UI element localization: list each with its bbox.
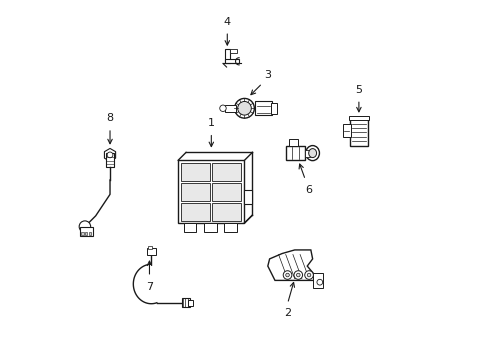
Bar xyxy=(285,146,305,160)
Bar xyxy=(312,273,323,288)
Text: 5: 5 xyxy=(355,85,362,95)
Bar xyxy=(80,226,93,235)
Bar xyxy=(224,105,235,112)
Circle shape xyxy=(285,273,289,277)
Text: 2: 2 xyxy=(284,309,290,318)
Bar xyxy=(81,232,83,235)
Ellipse shape xyxy=(237,102,251,115)
Circle shape xyxy=(316,279,322,285)
Bar xyxy=(212,183,241,201)
Bar xyxy=(224,59,239,63)
Bar xyxy=(203,223,216,232)
Text: 6: 6 xyxy=(305,185,312,195)
Bar xyxy=(182,298,189,307)
Polygon shape xyxy=(104,148,115,161)
Circle shape xyxy=(296,273,300,277)
Bar xyxy=(224,49,230,63)
Bar xyxy=(343,125,350,137)
Bar xyxy=(85,232,87,235)
Bar xyxy=(88,232,91,235)
Text: 7: 7 xyxy=(145,282,153,292)
Text: 8: 8 xyxy=(106,113,113,123)
Circle shape xyxy=(219,105,226,112)
Bar xyxy=(181,203,209,221)
Circle shape xyxy=(306,273,310,277)
Bar xyxy=(181,183,209,201)
Bar xyxy=(349,119,367,146)
Circle shape xyxy=(304,271,313,279)
Bar xyxy=(147,248,156,255)
Ellipse shape xyxy=(234,98,254,118)
Text: 4: 4 xyxy=(224,17,230,27)
Ellipse shape xyxy=(305,145,319,161)
Circle shape xyxy=(107,152,113,158)
Text: 3: 3 xyxy=(264,69,271,80)
Bar xyxy=(289,139,298,146)
Ellipse shape xyxy=(308,149,316,158)
Bar xyxy=(178,160,244,223)
Bar xyxy=(224,223,237,232)
Bar xyxy=(230,49,236,53)
Bar xyxy=(212,163,241,181)
Bar xyxy=(271,103,276,114)
Bar xyxy=(188,300,193,306)
Circle shape xyxy=(283,271,291,279)
Circle shape xyxy=(79,221,90,232)
Bar xyxy=(348,116,368,120)
Bar xyxy=(254,101,272,116)
Polygon shape xyxy=(267,250,316,280)
Bar xyxy=(304,149,310,157)
Bar xyxy=(183,223,196,232)
Circle shape xyxy=(293,271,302,279)
Bar xyxy=(181,163,209,181)
Text: 1: 1 xyxy=(207,118,214,128)
Bar xyxy=(212,203,241,221)
Bar xyxy=(106,153,113,167)
Bar xyxy=(244,190,252,204)
Bar xyxy=(148,246,152,249)
